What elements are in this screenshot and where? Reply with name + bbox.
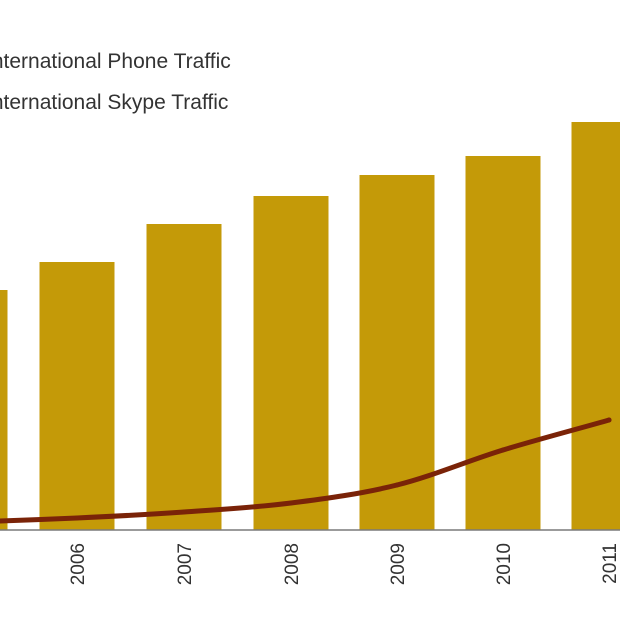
line-layer [0,417,612,524]
x-tick-label-2009: 2009 [388,543,409,585]
x-ticks-layer: 2006 2007 2008 2009 2010 2011 [68,543,620,585]
bar-2006 [39,262,115,530]
skype-point-2007 [181,509,187,515]
bars-layer [0,122,620,530]
bar-2008 [253,196,329,530]
x-tick-label-2008: 2008 [282,543,303,585]
legend: International Phone Traffic Internationa… [0,50,231,114]
skype-point-2008 [288,500,294,506]
legend-label-skype-traffic: International Skype Traffic [0,91,228,114]
x-tick-label-2006: 2006 [68,543,89,585]
bar-2010 [465,156,541,530]
x-tick-label-2011: 2011 [600,543,620,584]
legend-label-phone-traffic: International Phone Traffic [0,50,231,73]
skype-point-2006 [74,515,80,521]
x-tick-label-2007: 2007 [175,543,196,585]
skype-point-2009 [394,482,400,488]
skype-point-2011 [606,417,612,423]
bar-2011 [571,122,620,530]
skype-point-2010 [500,447,506,453]
bar-2005 [0,290,8,530]
bar-2007 [146,224,222,530]
x-tick-label-2010: 2010 [494,543,515,585]
bar-2009 [359,175,435,530]
